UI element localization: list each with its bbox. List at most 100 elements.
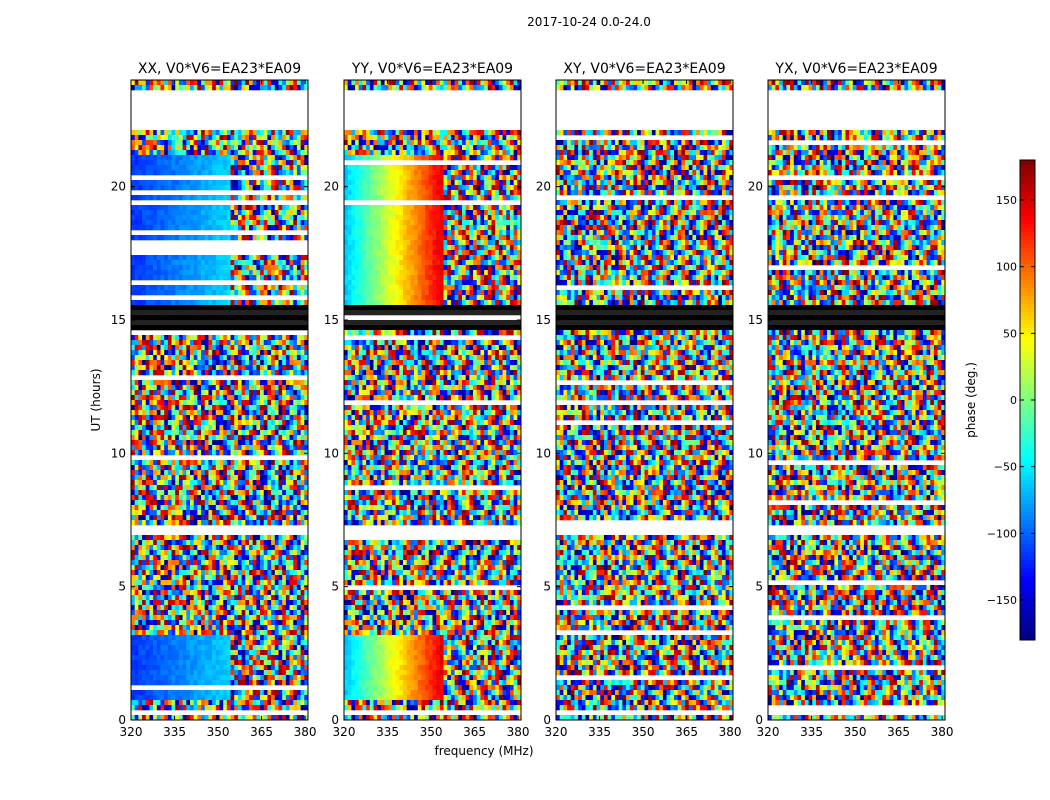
colorbar-segment [1020,572,1035,577]
colorbar-segment [1020,544,1035,549]
panel-frame [555,79,734,721]
y-tick-label: 5 [118,580,126,594]
x-tick-label: 335 [588,725,611,739]
colorbar-segment [1020,400,1035,405]
colorbar-segment [1020,196,1035,201]
colorbar-segment [1020,624,1035,629]
colorbar-segment [1020,616,1035,621]
colorbar-segment [1020,508,1035,513]
colorbar-label: phase (deg.) [964,362,978,438]
panels: XX, V0*V6=EA23*EA09 320 335 350 365 380 0 5 10 15… [111,61,954,739]
x-tick-label: 350 [420,725,443,739]
colorbar-segment [1020,216,1035,221]
panel-xy: XY, V0*V6=EA23*EA09 320 335 350 365 380 0 5 10 15… [536,61,742,739]
colorbar-segment [1020,468,1035,473]
colorbar-segment [1020,444,1035,449]
colorbar-segment [1020,288,1035,293]
panel-frame [767,79,946,721]
colorbar-segment [1020,188,1035,193]
colorbar-segment [1020,548,1035,553]
colorbar-segment [1020,460,1035,465]
colorbar-segment [1020,328,1035,333]
colorbar-segment [1020,384,1035,389]
colorbar-segment [1020,500,1035,505]
colorbar-segment [1020,428,1035,433]
colorbar-tick-label: 0 [1010,394,1017,407]
colorbar-segment [1020,504,1035,509]
y-tick-label: 20 [536,180,551,194]
colorbar-segment [1020,432,1035,437]
y-tick-label: 0 [118,713,126,727]
colorbar-segment [1020,580,1035,585]
colorbar-segment [1020,596,1035,601]
colorbar-segment [1020,368,1035,373]
colorbar-segment [1020,176,1035,181]
colorbar-segment [1020,256,1035,261]
x-tick-label: 365 [675,725,698,739]
panel-yy: YY, V0*V6=EA23*EA09 320 335 350 365 380 0 5 10 15… [324,61,530,739]
colorbar-segment [1020,172,1035,177]
colorbar-segment [1020,564,1035,569]
x-tick-label: 380 [931,725,954,739]
x-tick-label: 365 [463,725,486,739]
colorbar-segment [1020,600,1035,605]
y-tick-label: 5 [755,580,763,594]
panel-title: XY, V0*V6=EA23*EA09 [563,61,725,77]
colorbar-segment [1020,360,1035,365]
colorbar-segment [1020,340,1035,345]
x-tick-label: 380 [719,725,742,739]
colorbar-segment [1020,304,1035,309]
x-tick-label: 350 [844,725,867,739]
y-tick-label: 10 [536,446,551,460]
x-tick-label: 350 [632,725,655,739]
colorbar-segment [1020,516,1035,521]
colorbar-segment [1020,408,1035,413]
colorbar-segment [1020,200,1035,205]
colorbar-segment [1020,532,1035,537]
colorbar-segment [1020,528,1035,533]
y-tick-label: 0 [755,713,763,727]
colorbar-segment [1020,168,1035,173]
colorbar-segment [1020,160,1035,165]
colorbar-segment [1020,232,1035,237]
colorbar-segment [1020,364,1035,369]
colorbar-segment [1020,536,1035,541]
colorbar-segment [1020,224,1035,229]
y-tick-label: 20 [111,180,126,194]
colorbar-tick-label: 150 [996,194,1017,207]
colorbar-segment [1020,208,1035,213]
colorbar-segment [1020,604,1035,609]
colorbar-segment [1020,404,1035,409]
y-tick-label: 5 [543,580,551,594]
colorbar-tick-label: 100 [996,261,1017,274]
colorbar-segment [1020,204,1035,209]
y-tick-label: 10 [324,446,339,460]
colorbar-segment [1020,584,1035,589]
colorbar-segment [1020,248,1035,253]
x-tick-label: 320 [333,725,356,739]
colorbar-segment [1020,236,1035,241]
colorbar-segment [1020,344,1035,349]
colorbar-segment [1020,552,1035,557]
colorbar-segment [1020,300,1035,305]
x-tick-label: 335 [163,725,186,739]
colorbar-segment [1020,448,1035,453]
colorbar-segment [1020,252,1035,257]
colorbar-segment [1020,620,1035,625]
colorbar-tick-label: −100 [987,527,1017,540]
colorbar-segment [1020,464,1035,469]
x-tick-label: 335 [376,725,399,739]
y-tick-label: 15 [324,313,339,327]
panel-image [344,80,522,721]
x-tick-label: 380 [294,725,317,739]
colorbar-segment [1020,476,1035,481]
panel-xx: XX, V0*V6=EA23*EA09 320 335 350 365 380 0 5 10 15… [111,61,317,739]
x-tick-label: 320 [757,725,780,739]
colorbar-segment [1020,560,1035,565]
colorbar-segment [1020,612,1035,617]
y-axis-label: UT (hours) [89,368,103,431]
colorbar-segment [1020,220,1035,225]
colorbar-segment [1020,380,1035,385]
